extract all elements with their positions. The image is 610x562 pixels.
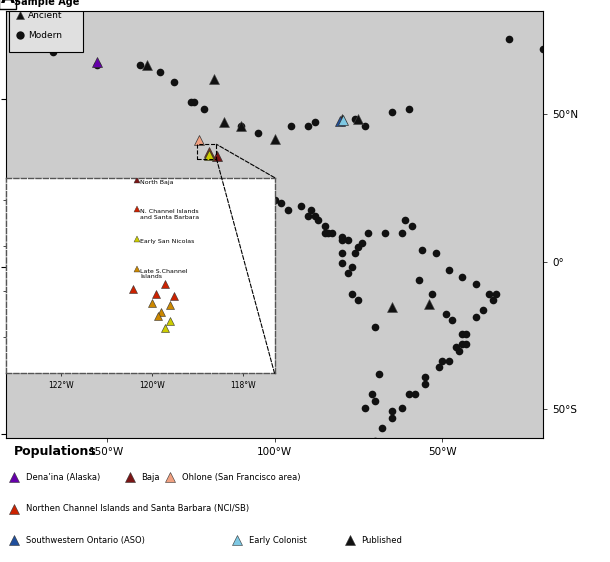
Text: A: A bbox=[1, 0, 15, 7]
FancyBboxPatch shape bbox=[10, 0, 83, 52]
Text: Sample Age: Sample Age bbox=[15, 0, 80, 7]
Text: N. Channel Islands
and Santa Barbara: N. Channel Islands and Santa Barbara bbox=[140, 210, 199, 220]
Text: Ohlone (San Francisco area): Ohlone (San Francisco area) bbox=[182, 473, 300, 482]
Text: Populations: Populations bbox=[14, 445, 97, 458]
Text: Baja: Baja bbox=[142, 473, 160, 482]
Text: Northen Channel Islands and Santa Barbara (NCI/SB): Northen Channel Islands and Santa Barbar… bbox=[26, 504, 249, 513]
Text: North Baja: North Baja bbox=[140, 180, 174, 185]
Text: Modern: Modern bbox=[28, 31, 62, 40]
Bar bbox=[196, 144, 217, 158]
Text: Southwestern Ontario (ASO): Southwestern Ontario (ASO) bbox=[26, 536, 145, 545]
Text: Late S.Channel
Islands: Late S.Channel Islands bbox=[140, 269, 188, 279]
Text: Early San Nicolas: Early San Nicolas bbox=[140, 239, 195, 244]
Text: Published: Published bbox=[362, 536, 403, 545]
Text: Dena’ina (Alaska): Dena’ina (Alaska) bbox=[26, 473, 100, 482]
Text: Ancient: Ancient bbox=[28, 11, 62, 20]
Text: Early Colonist: Early Colonist bbox=[249, 536, 306, 545]
